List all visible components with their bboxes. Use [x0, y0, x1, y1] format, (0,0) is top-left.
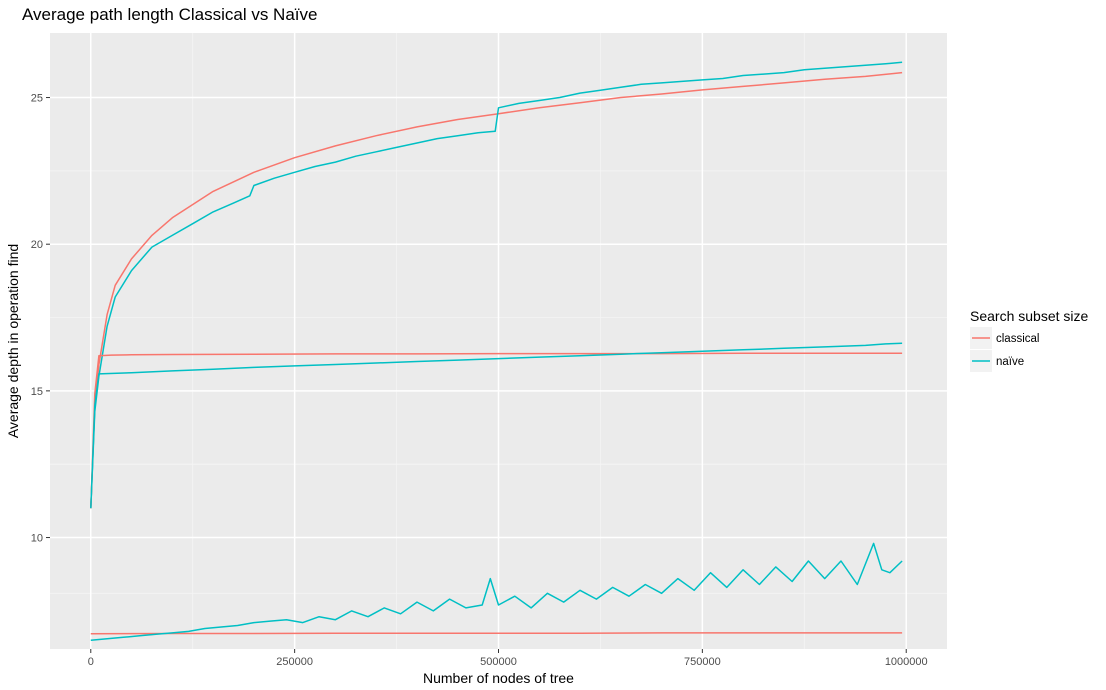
major-gridlines — [50, 33, 947, 649]
legend-label-naive: naïve — [996, 356, 1024, 368]
series-line-naive-5 — [90, 542, 903, 641]
x-axis: 0 250000 500000 750000 1000000 — [88, 649, 928, 668]
y-tick-label: 15 — [31, 386, 43, 398]
y-axis: 10 15 20 25 — [31, 93, 50, 545]
y-tick-label: 20 — [31, 239, 43, 251]
chart-title: Average path length Classical vs Naïve — [22, 5, 317, 24]
x-tick-label: 1000000 — [885, 656, 928, 668]
y-tick-label: 10 — [31, 533, 43, 545]
legend-title: Search subset size — [970, 308, 1088, 324]
legend-item-classical: classical — [970, 327, 1039, 349]
legend-item-naive: naïve — [970, 350, 1024, 372]
x-axis-title: Number of nodes of tree — [423, 670, 574, 686]
series-layer — [90, 61, 903, 641]
x-tick-label: 0 — [88, 656, 94, 668]
series-line-classical-4 — [90, 632, 903, 635]
legend-label-classical: classical — [996, 333, 1039, 345]
y-tick-label: 25 — [31, 93, 43, 105]
series-line-naive-3 — [90, 342, 903, 509]
x-tick-label: 750000 — [684, 656, 721, 668]
x-tick-label: 250000 — [276, 656, 313, 668]
x-tick-label: 500000 — [480, 656, 517, 668]
series-line-classical-0 — [90, 71, 903, 509]
y-axis-title: Average depth in operation find — [5, 244, 21, 438]
series-line-classical-2 — [90, 352, 903, 509]
series-line-naive-1 — [90, 61, 903, 509]
legend: Search subset size classical naïve — [970, 308, 1088, 372]
